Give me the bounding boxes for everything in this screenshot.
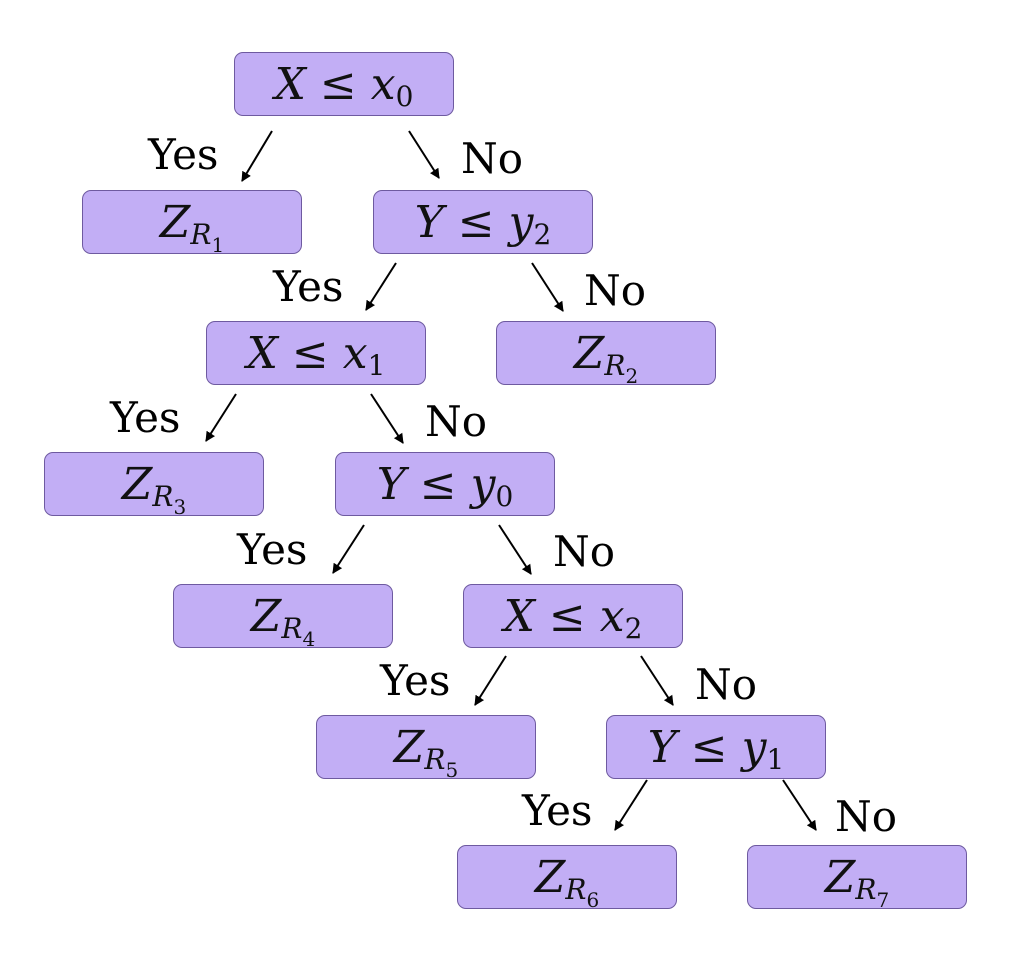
branch-label-no-d2: No	[425, 397, 488, 446]
leaf-region-index: 4	[302, 626, 316, 651]
leaf-symbol: Z	[534, 851, 566, 903]
branch-label-yes-d2: Yes	[110, 393, 181, 442]
leaf-region-index: 7	[876, 887, 890, 912]
leaf-node-l7: Z R7	[747, 845, 967, 912]
decision-variable: Y	[376, 458, 406, 510]
decision-threshold-index: 1	[367, 348, 386, 382]
branch-label-no-d0: No	[461, 134, 524, 183]
decision-threshold: x	[342, 327, 368, 379]
decision-node-d2: X ≤ x 1	[206, 321, 426, 385]
leaf-region-subscript: R2	[604, 348, 639, 388]
branch-label-no-d4: No	[695, 660, 758, 709]
edge-arrow-d0-d1	[408, 130, 440, 179]
decision-node-d5: Y ≤ y 1	[606, 715, 826, 779]
decision-operator: ≤	[548, 590, 586, 642]
branch-label-yes-d1: Yes	[273, 262, 344, 311]
leaf-region-index: 3	[173, 494, 187, 519]
decision-variable: Y	[647, 721, 677, 773]
edge-arrow-d5-l7	[782, 779, 817, 831]
branch-label-yes-d0: Yes	[148, 130, 219, 179]
branch-label-no-d5: No	[835, 792, 898, 841]
branch-label-yes-d4: Yes	[380, 656, 451, 705]
leaf-region-index: 5	[445, 757, 459, 782]
decision-threshold-index: 0	[395, 79, 414, 113]
edge-arrow-d3-l4	[332, 524, 365, 574]
leaf-region-subscript: R1	[190, 217, 225, 257]
decision-operator: ≤	[319, 58, 357, 110]
leaf-region-subscript: R4	[281, 611, 316, 651]
branch-label-no-d1: No	[584, 266, 647, 315]
leaf-symbol: Z	[393, 721, 425, 773]
decision-operator: ≤	[690, 721, 728, 773]
edge-arrow-d2-l3	[205, 393, 237, 442]
decision-operator: ≤	[291, 327, 329, 379]
branch-label-yes-d5: Yes	[522, 786, 593, 835]
decision-threshold: y	[470, 458, 496, 510]
edge-arrow-d4-d5	[640, 655, 674, 706]
decision-threshold: x	[370, 58, 396, 110]
decision-variable: X	[503, 590, 535, 642]
decision-node-d3: Y ≤ y 0	[335, 452, 555, 516]
leaf-symbol: Z	[824, 851, 856, 903]
leaf-symbol: Z	[573, 327, 605, 379]
leaf-region-subscript: R3	[152, 479, 187, 519]
decision-node-d4: X ≤ x 2	[463, 584, 683, 648]
leaf-node-l3: Z R3	[44, 452, 264, 519]
leaf-region-subscript: R7	[855, 872, 890, 912]
leaf-region-subscript: R5	[424, 742, 459, 782]
leaf-node-l2: Z R2	[496, 321, 716, 388]
leaf-symbol: Z	[121, 458, 153, 510]
leaf-symbol: Z	[250, 590, 282, 642]
edge-arrow-d3-d4	[498, 524, 532, 575]
edge-arrow-d1-d2	[365, 262, 397, 311]
decision-threshold-index: 2	[624, 611, 643, 645]
decision-threshold-index: 0	[495, 479, 514, 513]
leaf-node-l6: Z R6	[457, 845, 677, 912]
decision-node-d0: X ≤ x 0	[234, 52, 454, 116]
leaf-symbol: Z	[159, 196, 191, 248]
decision-threshold: y	[741, 721, 767, 773]
leaf-region-index: 6	[586, 887, 600, 912]
decision-variable: X	[246, 327, 278, 379]
edge-arrow-d2-d3	[370, 393, 404, 444]
decision-variable: Y	[414, 196, 444, 248]
leaf-region-index: 2	[625, 363, 639, 388]
edge-arrow-d5-l6	[614, 779, 648, 831]
decision-node-d1: Y ≤ y 2	[373, 190, 593, 254]
decision-threshold: x	[599, 590, 625, 642]
leaf-node-l4: Z R4	[173, 584, 393, 651]
edge-arrow-d1-l2	[531, 262, 564, 312]
leaf-node-l1: Z R1	[82, 190, 302, 257]
edge-arrow-d4-l5	[474, 655, 507, 706]
leaf-region-subscript: R6	[565, 872, 600, 912]
leaf-node-l5: Z R5	[316, 715, 536, 782]
leaf-region-index: 1	[211, 232, 225, 257]
branch-label-yes-d3: Yes	[237, 525, 308, 574]
decision-threshold-index: 1	[766, 742, 785, 776]
decision-operator: ≤	[419, 458, 457, 510]
decision-threshold-index: 2	[533, 217, 552, 251]
edge-arrow-d0-l1	[241, 130, 273, 182]
decision-variable: X	[274, 58, 306, 110]
decision-operator: ≤	[457, 196, 495, 248]
branch-label-no-d3: No	[553, 527, 616, 576]
decision-threshold: y	[508, 196, 534, 248]
